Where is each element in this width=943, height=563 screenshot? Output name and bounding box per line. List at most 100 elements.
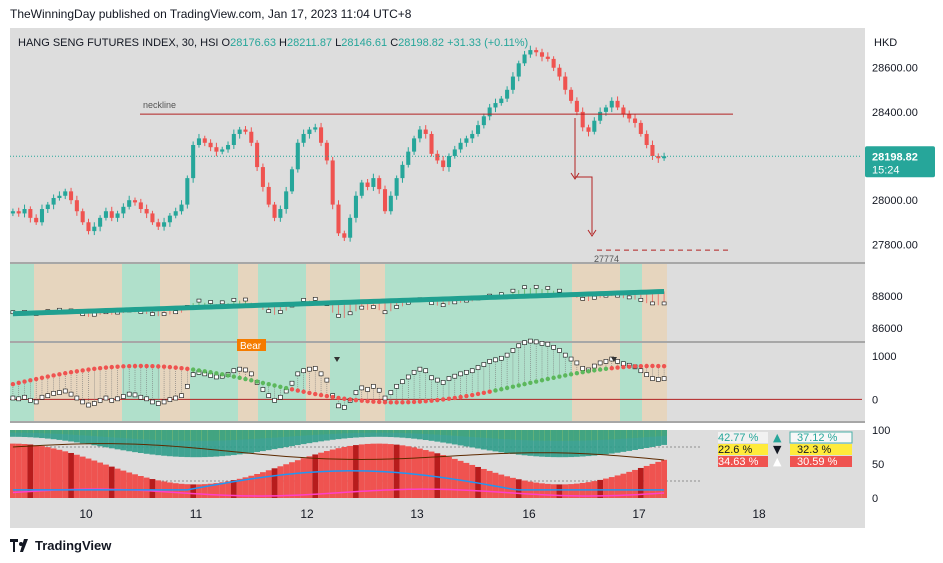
candle-body	[80, 211, 85, 223]
vol-bar-red	[637, 467, 644, 498]
oscillator-marker	[103, 395, 109, 401]
ribbon-marker	[243, 297, 248, 302]
oscillator-dot	[39, 375, 45, 381]
oscillator-dot	[92, 366, 97, 372]
percent-tick-label: 100	[872, 425, 890, 437]
oscillator-dot	[574, 371, 580, 376]
oscillator-marker	[324, 377, 330, 383]
vol-bar-red	[422, 450, 429, 498]
percent-line-blue	[12, 470, 665, 491]
candle-body	[441, 160, 446, 168]
vol-bar-red	[120, 470, 127, 498]
vol-bar-teal	[73, 430, 80, 443]
vol-bar-teal	[341, 430, 348, 439]
candle-body	[162, 222, 167, 227]
oscillator-dot	[464, 393, 469, 399]
candle-body	[371, 178, 376, 187]
vol-bar-red	[428, 451, 435, 498]
zone-band	[10, 264, 34, 341]
ribbon-marker	[219, 300, 225, 305]
candle-body	[342, 233, 347, 238]
oscillator-dot	[313, 391, 318, 397]
ribbon-marker	[452, 300, 458, 305]
vol-bar-red	[143, 477, 150, 498]
candle-body	[499, 98, 504, 104]
candle-body	[603, 107, 608, 112]
oscillator-dot	[68, 370, 74, 375]
candle-body	[249, 131, 254, 143]
oscillator-dot	[295, 388, 301, 393]
vol-bar-red	[440, 455, 447, 498]
vol-bar-teal	[114, 430, 121, 450]
vol-bar-teal	[510, 430, 516, 454]
oscillator-dot	[423, 399, 428, 404]
vol-bar-teal	[364, 430, 371, 437]
candle-body	[435, 153, 440, 161]
candle-body	[28, 209, 33, 218]
vol-bar-teal	[533, 430, 540, 457]
vol-bar-teal	[562, 430, 569, 458]
oscillator-dot	[51, 373, 56, 378]
vol-bar-red	[643, 465, 650, 498]
vol-bar-teal	[504, 430, 511, 454]
pct-left-bg	[718, 432, 768, 443]
oscillator-marker	[504, 352, 510, 358]
zone-band	[258, 343, 306, 421]
vol-bar-teal	[422, 430, 429, 441]
target-label: 27774	[594, 254, 619, 264]
bear-label-bg	[237, 339, 266, 351]
vol-bar-red	[597, 479, 604, 498]
publish-header: TheWinningDay published on TradingView.c…	[10, 7, 412, 21]
oscillator-dot	[196, 368, 202, 373]
oscillator-dot	[528, 380, 533, 386]
oscillator-dot	[330, 394, 335, 400]
candle-body	[255, 142, 260, 168]
oscillator-dot	[586, 369, 591, 374]
candle-body	[185, 178, 190, 205]
oscillator-marker	[138, 394, 144, 400]
oscillator-dot	[278, 384, 283, 389]
candle-body	[446, 156, 452, 168]
ribbon-marker	[359, 305, 365, 310]
vol-bar-teal	[382, 430, 388, 437]
ribbon-marker	[173, 310, 179, 315]
candle-body	[74, 200, 79, 212]
time-tick-label: 17	[632, 507, 646, 521]
ribbon-slow-band	[12, 288, 665, 317]
footer-brand[interactable]: TradingView	[10, 538, 111, 553]
oscillator-dot	[475, 391, 481, 397]
vol-bar-teal	[27, 430, 34, 438]
oscillator-marker	[289, 380, 295, 386]
oscillator-dot	[150, 363, 155, 369]
vol-bar-teal	[201, 430, 208, 458]
oscillator-marker	[307, 366, 312, 372]
oscillator-dot	[470, 392, 475, 398]
vol-bar-teal	[39, 430, 45, 439]
oscillator-dot	[656, 363, 661, 369]
candle-body	[592, 120, 597, 132]
oscillator-marker	[417, 366, 423, 372]
vol-bar-red	[573, 483, 580, 498]
down-triangle-icon	[334, 357, 340, 362]
oscillator-dot	[347, 397, 353, 402]
candle-body	[307, 129, 312, 134]
vol-bar-teal	[585, 430, 592, 457]
candle-body	[394, 178, 399, 196]
oscillator-tick-label: 1000	[872, 351, 896, 363]
oscillator-marker	[260, 387, 266, 392]
oscillator-marker	[510, 348, 516, 353]
oscillator-tick-label: 0	[872, 394, 878, 406]
oscillator-dot	[644, 363, 649, 369]
oscillator-marker	[469, 368, 475, 374]
candle-body	[324, 142, 329, 161]
oscillator-marker	[10, 395, 16, 401]
candle-body	[476, 125, 481, 134]
vol-bar-teal	[91, 430, 98, 446]
oscillator-dot	[661, 363, 667, 369]
vol-bar-teal	[626, 430, 633, 451]
candle-body	[57, 195, 62, 198]
candle-body	[615, 100, 620, 108]
oscillator-marker	[243, 367, 248, 373]
vol-bar-red	[562, 484, 569, 498]
